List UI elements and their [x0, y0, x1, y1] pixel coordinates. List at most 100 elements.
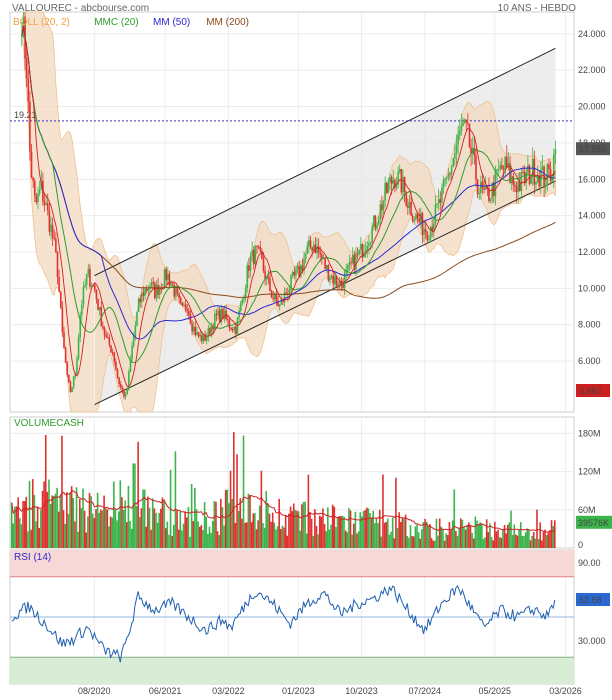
- candle-body: [392, 180, 395, 184]
- volume-bar: [421, 529, 423, 548]
- volume-bar: [361, 516, 363, 548]
- volume-bar: [284, 514, 287, 548]
- volume-bar: [202, 530, 204, 548]
- volume-bar: [223, 525, 225, 548]
- volume-last-badge-bg: [576, 515, 612, 529]
- price-y-tick-label: 22.000: [578, 65, 606, 75]
- mm50-line: [21, 26, 556, 340]
- volume-bar: [528, 529, 530, 548]
- candle-body: [194, 326, 197, 336]
- candle-body: [272, 297, 275, 300]
- candle-body: [214, 313, 216, 330]
- volume-bar: [192, 521, 195, 548]
- volume-bar: [101, 510, 104, 548]
- volume-bar: [296, 510, 298, 548]
- volume-bar: [48, 479, 50, 548]
- volume-bar: [297, 511, 300, 548]
- candle-body: [450, 166, 453, 175]
- volume-bar: [200, 525, 203, 548]
- volume-bar: [224, 490, 227, 548]
- volume-bar: [134, 463, 136, 548]
- candle-body: [191, 323, 193, 332]
- volume-bar: [137, 441, 139, 548]
- candle-body: [90, 286, 93, 288]
- last-price-badge-bg: [576, 142, 610, 156]
- volume-bar: [117, 511, 120, 548]
- candle-body: [301, 265, 304, 271]
- volume-bar: [125, 522, 128, 548]
- volume-bar: [532, 531, 535, 548]
- volume-bar: [207, 533, 209, 548]
- volume-bar: [541, 540, 543, 548]
- volume-bar: [262, 523, 264, 548]
- candle-body: [239, 303, 242, 311]
- volume-bar: [481, 523, 483, 548]
- candle-body: [43, 201, 46, 205]
- volume-bar: [211, 520, 214, 548]
- volume-bar: [173, 524, 175, 548]
- volume-bar: [44, 434, 47, 548]
- volume-bar: [554, 520, 556, 548]
- volume-bar: [468, 522, 470, 548]
- volume-bar: [203, 502, 206, 548]
- candle-body: [166, 273, 169, 280]
- volume-bar: [129, 520, 131, 548]
- price-y-tick-label: 16.000: [578, 174, 606, 184]
- candle-body: [520, 172, 523, 192]
- volume-bar: [511, 534, 514, 548]
- volume-bar: [414, 526, 417, 548]
- volume-bar: [459, 518, 462, 548]
- volume-bar: [374, 523, 376, 548]
- volume-bar: [268, 513, 271, 548]
- volume-bar: [234, 523, 237, 548]
- candle-body: [199, 335, 202, 337]
- chart-period: 10 ANS - HEBDO: [497, 3, 576, 14]
- volume-bar: [278, 498, 280, 548]
- volume-bar: [155, 512, 157, 548]
- volume-bar: [189, 536, 191, 548]
- candle-body: [470, 147, 472, 154]
- candle-body: [541, 166, 544, 171]
- candle-body: [445, 176, 448, 179]
- candle-body: [528, 165, 531, 184]
- candle-body: [254, 245, 257, 265]
- volume-bar: [258, 505, 261, 548]
- volume-bar: [395, 477, 397, 548]
- candle-body: [385, 183, 388, 193]
- volume-bar: [309, 511, 311, 548]
- volume-bar: [338, 516, 340, 548]
- candle-body: [501, 165, 503, 169]
- volume-bar: [236, 454, 238, 548]
- candle-body: [265, 276, 268, 280]
- candle-body: [321, 254, 323, 260]
- volume-bar: [502, 529, 504, 548]
- channel-upper-line: [94, 47, 556, 277]
- volume-bar: [477, 524, 480, 548]
- candle-body: [171, 283, 174, 286]
- candle-body: [235, 326, 237, 335]
- volume-y-tick-label: 60M: [578, 505, 596, 515]
- volume-bar: [161, 497, 164, 548]
- volume-bar: [341, 515, 344, 548]
- volume-bar: [249, 494, 251, 548]
- volume-bar: [64, 523, 66, 548]
- chart-title: VALLOUREC - abcbourse.com: [12, 3, 150, 14]
- volume-bar: [544, 529, 546, 548]
- volume-bar: [43, 481, 45, 548]
- volume-bar: [286, 535, 289, 548]
- x-tick-label: 06/2021: [149, 686, 182, 696]
- candle-body: [64, 347, 67, 363]
- candle-body: [413, 220, 416, 222]
- volume-bar: [18, 518, 21, 548]
- candle-body: [220, 308, 223, 322]
- candle-body: [304, 253, 307, 260]
- volume-bar: [145, 526, 148, 548]
- candle-body: [530, 177, 532, 184]
- candle-body: [372, 215, 375, 227]
- volume-last-badge: 39576K: [578, 518, 609, 528]
- candle-body: [429, 226, 432, 240]
- volume-bar: [416, 524, 418, 548]
- candle-body: [119, 384, 122, 388]
- volume-bar: [445, 533, 447, 548]
